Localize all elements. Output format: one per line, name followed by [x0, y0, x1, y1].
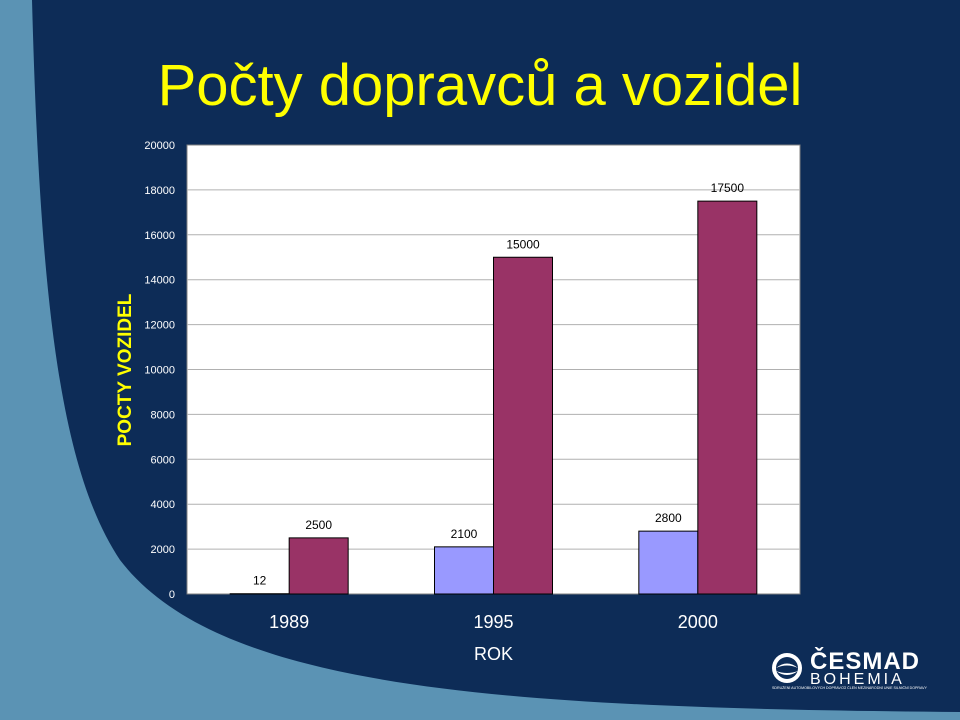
logo-tagline: SDRUŽENÍ AUTOMOBILOVÝCH DOPRAVCŮ ČLEN ME…	[772, 686, 927, 690]
bar	[638, 530, 699, 595]
y-tick-label: 18000	[144, 185, 175, 197]
x-tick-label: 1995	[473, 612, 513, 632]
y-tick-label: 8000	[151, 409, 175, 421]
y-tick-label: 10000	[144, 365, 175, 377]
y-tick-label: 12000	[144, 320, 175, 332]
bar	[493, 256, 553, 595]
bars	[229, 200, 758, 595]
x-tick-label: 2000	[678, 612, 718, 632]
y-tick-label: 4000	[151, 499, 175, 511]
bar	[434, 546, 494, 595]
x-tick-labels: 1989 1995 2000	[269, 612, 718, 632]
cesmad-emblem-icon	[772, 653, 802, 683]
y-tick-label: 14000	[144, 275, 175, 287]
bar-value-label: 2500	[305, 518, 332, 532]
y-tick-label: 20000	[144, 140, 175, 152]
bar	[697, 200, 758, 595]
logo-sub: BOHEMIA	[810, 671, 905, 688]
slide-title: Počty dopravců a vozidel	[157, 53, 803, 118]
x-axis-label: ROK	[474, 644, 513, 664]
cesmad-logo: ČESMAD BOHEMIA SDRUŽENÍ AUTOMOBILOVÝCH D…	[766, 645, 942, 695]
bar	[288, 537, 349, 595]
x-tick-label: 1989	[269, 612, 309, 632]
bar-value-label: 17500	[711, 181, 745, 195]
bar-value-labels: 12 2500 2100 15000 2800 17500	[253, 181, 744, 588]
bar-value-label: 2100	[451, 527, 478, 541]
y-tick-labels: 0 2000 4000 6000 8000 10000 12000 14000 16000 180…	[144, 140, 175, 601]
bar-value-label: 15000	[506, 237, 540, 251]
y-tick-label: 6000	[151, 454, 175, 466]
logo-brand: ČESMAD	[810, 648, 921, 675]
bar-value-label: 2800	[655, 511, 682, 525]
bar-value-label: 12	[253, 574, 267, 588]
y-tick-label: 16000	[144, 230, 175, 242]
y-axis-label: POCTY VOZIDEL	[115, 293, 136, 447]
y-tick-label: 2000	[151, 544, 175, 556]
y-tick-label: 0	[169, 589, 175, 601]
